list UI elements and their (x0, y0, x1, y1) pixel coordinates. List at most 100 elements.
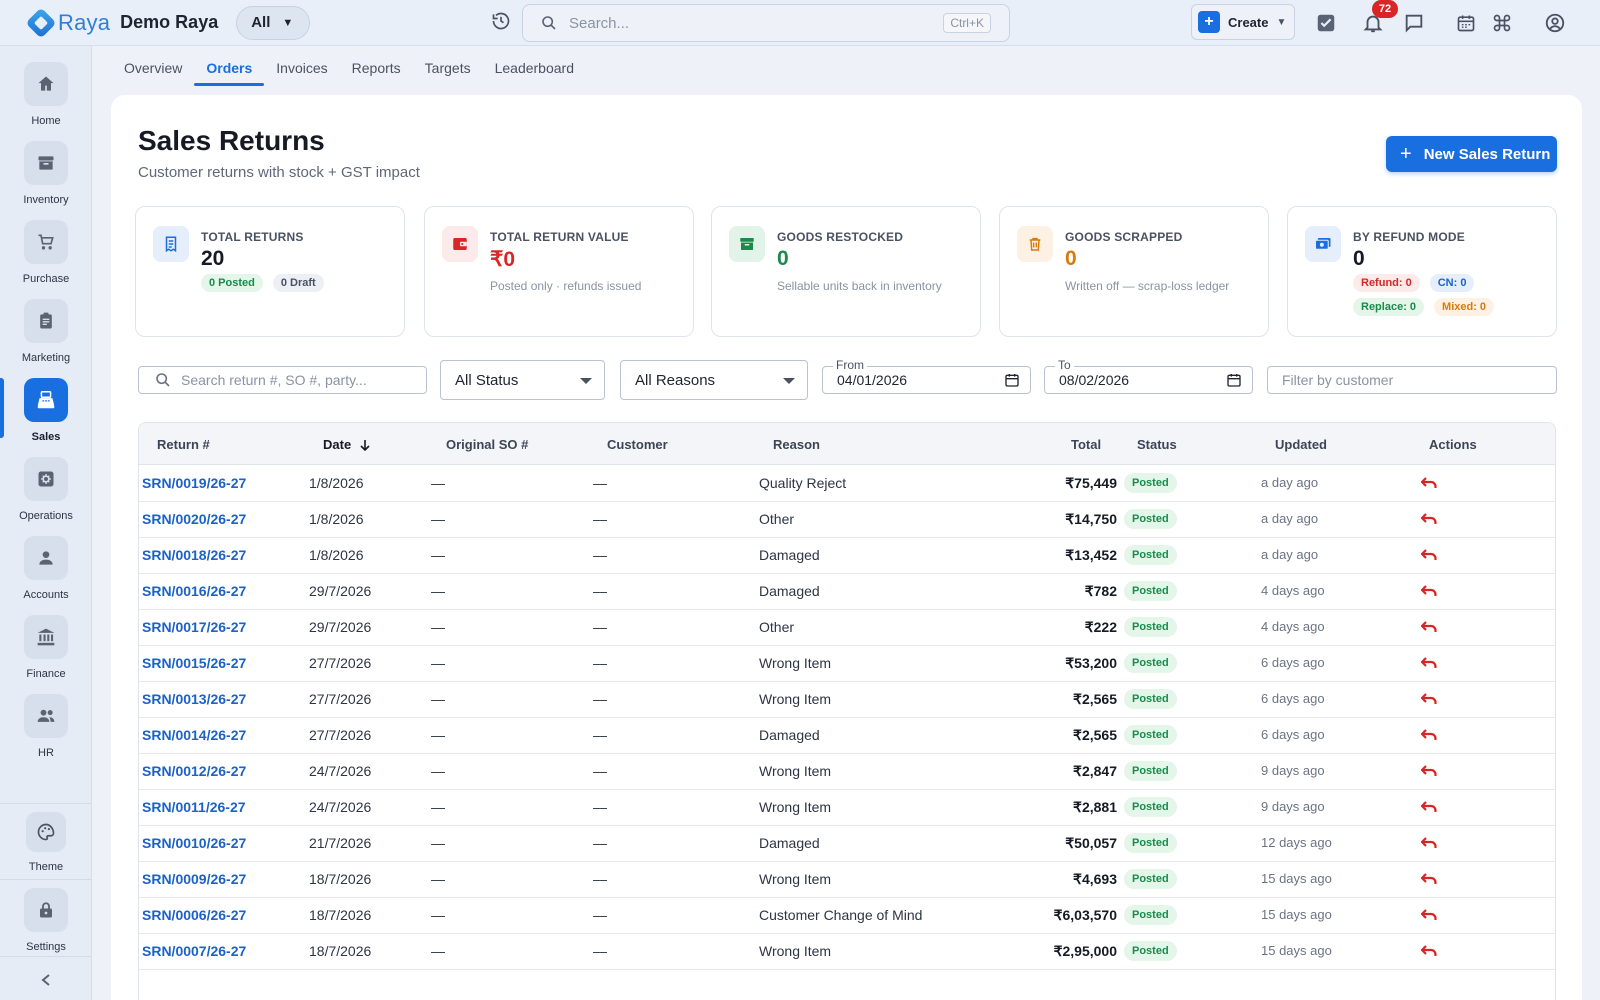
sidebar-item-home[interactable]: Home (0, 62, 92, 140)
tasks-icon[interactable] (1314, 11, 1338, 35)
calendar-icon[interactable] (1226, 372, 1242, 388)
stat-card-refund-mode: BY REFUND MODE 0 Refund: 0 CN: 0 Replace… (1287, 206, 1557, 337)
undo-return-icon[interactable] (1421, 764, 1437, 778)
module-tabs: Overview Orders Invoices Reports Targets… (112, 52, 586, 86)
return-date: 29/7/2026 (309, 583, 372, 599)
return-number-link[interactable]: SRN/0019/26-27 (142, 475, 247, 491)
return-number-link[interactable]: SRN/0006/26-27 (142, 907, 247, 923)
sidebar-item-theme[interactable]: Theme (0, 812, 92, 890)
customer-filter[interactable] (1267, 366, 1557, 394)
table-row[interactable]: SRN/0013/26-27 27/7/2026 — — Wrong Item ₹2,56… (139, 681, 1555, 718)
brand[interactable]: Raya Demo Raya (25, 6, 218, 39)
sidebar-item-hr[interactable]: HR (0, 694, 92, 772)
return-number-link[interactable]: SRN/0012/26-27 (142, 763, 247, 779)
tab-reports[interactable]: Reports (351, 60, 401, 76)
returns-search-input[interactable] (181, 372, 421, 388)
sidebar-item-sales[interactable]: Sales (0, 378, 92, 456)
sidebar-item-settings[interactable]: Settings (0, 888, 92, 966)
undo-return-icon[interactable] (1421, 728, 1437, 742)
undo-return-icon[interactable] (1421, 800, 1437, 814)
status-filter-select[interactable]: All Status (440, 360, 605, 400)
table-row[interactable]: SRN/0006/26-27 18/7/2026 — — Customer Change… (139, 897, 1555, 934)
tab-invoices[interactable]: Invoices (276, 60, 328, 76)
undo-return-icon[interactable] (1421, 872, 1437, 886)
return-number-link[interactable]: SRN/0020/26-27 (142, 511, 247, 527)
chat-icon[interactable] (1402, 11, 1426, 35)
return-number-link[interactable]: SRN/0007/26-27 (142, 943, 247, 959)
return-number-link[interactable]: SRN/0009/26-27 (142, 871, 247, 887)
undo-return-icon[interactable] (1421, 512, 1437, 526)
table-row[interactable]: SRN/0009/26-27 18/7/2026 — — Wrong Item ₹4,69… (139, 861, 1555, 898)
col-status[interactable]: Status (1137, 437, 1177, 452)
col-date[interactable]: Date (323, 437, 371, 452)
undo-return-icon[interactable] (1421, 944, 1437, 958)
status-badge: Posted (1124, 545, 1177, 565)
return-number-link[interactable]: SRN/0016/26-27 (142, 583, 247, 599)
return-number-link[interactable]: SRN/0010/26-27 (142, 835, 247, 851)
table-row[interactable]: SRN/0018/26-27 1/8/2026 — — Damaged ₹13,452 Po… (139, 537, 1555, 574)
main-panel: Sales Returns Customer returns with stoc… (111, 95, 1582, 1000)
to-date-field[interactable]: To 08/02/2026 (1044, 358, 1253, 394)
create-button[interactable]: + Create ▼ (1191, 4, 1295, 40)
return-number-link[interactable]: SRN/0017/26-27 (142, 619, 247, 635)
sidebar-item-inventory[interactable]: Inventory (0, 141, 92, 219)
undo-return-icon[interactable] (1421, 656, 1437, 670)
global-search[interactable]: Ctrl+K (522, 4, 1010, 42)
undo-return-icon[interactable] (1421, 908, 1437, 922)
undo-return-icon[interactable] (1421, 476, 1437, 490)
table-row[interactable]: SRN/0017/26-27 29/7/2026 — — Other ₹222 Posted… (139, 609, 1555, 646)
col-original-so[interactable]: Original SO # (446, 437, 529, 452)
scope-selector[interactable]: All ▼ (236, 5, 311, 40)
table-row[interactable]: SRN/0020/26-27 1/8/2026 — — Other ₹14,750 Post… (139, 501, 1555, 538)
undo-return-icon[interactable] (1421, 620, 1437, 634)
table-row[interactable]: SRN/0015/26-27 27/7/2026 — — Wrong Item ₹53,2… (139, 645, 1555, 682)
return-reason: Damaged (759, 835, 820, 851)
return-number-link[interactable]: SRN/0011/26-27 (142, 799, 246, 815)
col-customer[interactable]: Customer (607, 437, 668, 452)
bell-icon[interactable] (1361, 11, 1385, 35)
history-icon[interactable] (490, 10, 512, 32)
undo-return-icon[interactable] (1421, 584, 1437, 598)
sidebar-item-accounts[interactable]: Accounts (0, 536, 92, 614)
table-row[interactable]: SRN/0016/26-27 29/7/2026 — — Damaged ₹782 Post… (139, 573, 1555, 610)
table-row[interactable]: SRN/0019/26-27 1/8/2026 — — Quality Reject ₹7… (139, 465, 1555, 502)
return-reason: Damaged (759, 583, 820, 599)
new-sales-return-button[interactable]: + New Sales Return (1386, 136, 1557, 172)
sidebar-item-purchase[interactable]: Purchase (0, 220, 92, 298)
calendar-icon[interactable] (1004, 372, 1020, 388)
command-icon[interactable] (1490, 11, 1514, 35)
tab-orders[interactable]: Orders (194, 52, 265, 86)
table-row[interactable]: SRN/0014/26-27 27/7/2026 — — Damaged ₹2,565 Po… (139, 717, 1555, 754)
col-return-no[interactable]: Return # (157, 437, 210, 452)
table-row[interactable]: SRN/0012/26-27 24/7/2026 — — Wrong Item ₹2,84… (139, 753, 1555, 790)
return-number-link[interactable]: SRN/0014/26-27 (142, 727, 247, 743)
return-number-link[interactable]: SRN/0013/26-27 (142, 691, 247, 707)
col-reason[interactable]: Reason (773, 437, 820, 452)
from-date-field[interactable]: From 04/01/2026 (822, 358, 1031, 394)
returns-search[interactable] (138, 366, 427, 394)
undo-return-icon[interactable] (1421, 836, 1437, 850)
undo-return-icon[interactable] (1421, 692, 1437, 706)
col-total[interactable]: Total (1071, 437, 1102, 452)
customer-filter-input[interactable] (1282, 372, 1542, 388)
return-number-link[interactable]: SRN/0015/26-27 (142, 655, 247, 671)
user-account-icon[interactable] (1543, 11, 1567, 35)
reason-filter-select[interactable]: All Reasons (620, 360, 808, 400)
undo-return-icon[interactable] (1421, 548, 1437, 562)
table-row[interactable]: SRN/0010/26-27 21/7/2026 — — Damaged ₹50,057 P… (139, 825, 1555, 862)
sidebar-item-marketing[interactable]: Marketing (0, 299, 92, 377)
collapse-sidebar-icon[interactable] (36, 970, 56, 990)
stat-note: Posted only · refunds issued (490, 279, 642, 293)
calendar-icon[interactable] (1454, 11, 1478, 35)
sidebar-item-label: Finance (26, 668, 66, 680)
tab-overview[interactable]: Overview (124, 60, 183, 76)
tab-leaderboard[interactable]: Leaderboard (494, 60, 574, 76)
return-number-link[interactable]: SRN/0018/26-27 (142, 547, 247, 563)
table-row[interactable]: SRN/0011/26-27 24/7/2026 — — Wrong Item ₹2,88… (139, 789, 1555, 826)
global-search-input[interactable] (569, 14, 929, 32)
sidebar-item-finance[interactable]: Finance (0, 615, 92, 693)
table-row[interactable]: SRN/0007/26-27 18/7/2026 — — Wrong Item ₹2,95… (139, 933, 1555, 970)
sidebar-item-operations[interactable]: Operations (0, 457, 92, 535)
col-updated[interactable]: Updated (1275, 437, 1327, 452)
tab-targets[interactable]: Targets (424, 60, 471, 76)
